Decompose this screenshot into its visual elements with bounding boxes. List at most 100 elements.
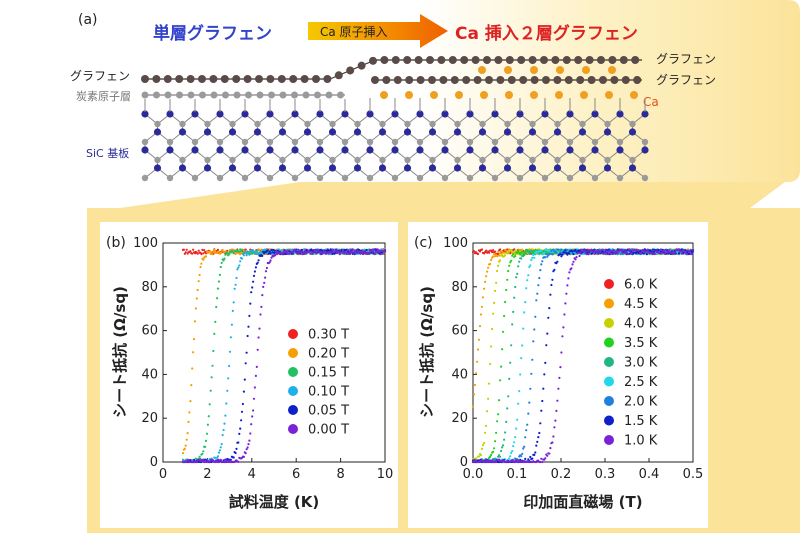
graphene-atom [496, 76, 505, 84]
y-tick-label: 20 [141, 411, 158, 426]
data-point [204, 255, 208, 258]
graphene-atom [391, 56, 400, 64]
si-atom [603, 164, 612, 172]
data-point [538, 431, 541, 435]
data-point [264, 270, 268, 273]
y-tick-label: 80 [451, 280, 468, 295]
graphene-atom [519, 76, 528, 84]
data-point [680, 248, 684, 251]
data-point [197, 280, 200, 283]
data-point [234, 283, 237, 286]
data-point [525, 429, 528, 432]
data-point [347, 249, 350, 252]
data-point [238, 432, 241, 435]
c-atom [629, 120, 636, 128]
data-point [496, 420, 499, 423]
graphene-atom [266, 75, 275, 83]
data-point [255, 365, 258, 368]
si-atom [541, 110, 549, 118]
data-point [496, 269, 499, 273]
data-point [246, 334, 249, 338]
legend-marker [288, 367, 298, 377]
left-graphene-label: グラフェン [70, 69, 130, 83]
chart-b-xlabel: 試料温度 (K) [229, 493, 320, 511]
data-point [329, 248, 332, 251]
chart-b-points [181, 248, 387, 464]
data-point [523, 254, 526, 257]
data-point [535, 299, 538, 302]
data-point [583, 249, 586, 252]
data-point [564, 302, 567, 305]
data-point [480, 447, 484, 450]
c-atom [304, 156, 311, 164]
si-atom [403, 164, 412, 172]
data-point [257, 259, 260, 262]
data-point [662, 249, 666, 252]
data-point [691, 248, 695, 251]
legend-label: 0.10 T [308, 385, 349, 400]
data-point [220, 261, 223, 264]
data-point [497, 264, 500, 267]
graphene-atom [289, 75, 298, 83]
data-point [506, 407, 509, 410]
data-point [543, 373, 546, 376]
data-point [657, 248, 660, 252]
data-point [296, 252, 299, 255]
data-point [216, 458, 220, 461]
data-point [197, 249, 200, 252]
si-atom [516, 110, 524, 118]
buffer-carbon-atom [233, 91, 241, 99]
buffer-carbon-atom [164, 91, 172, 99]
c-atom [291, 174, 299, 182]
data-point [496, 255, 499, 258]
c-atom [454, 156, 461, 164]
si-atom [641, 146, 649, 154]
data-point [261, 294, 264, 297]
data-point [245, 254, 248, 257]
data-point [500, 365, 503, 368]
si-atom [641, 110, 649, 118]
legend-label: 2.0 K [624, 395, 658, 410]
data-point [379, 253, 382, 256]
c-atom [216, 138, 224, 146]
c-atom [316, 138, 324, 146]
data-point [189, 400, 192, 403]
graphene-atom [382, 76, 391, 84]
si-atom [378, 164, 387, 172]
si-atom [266, 110, 274, 118]
legend-label: 0.20 T [308, 347, 349, 362]
x-tick-label: 6 [292, 467, 300, 482]
data-point [507, 269, 510, 273]
data-point [485, 275, 488, 278]
c-atom [504, 120, 511, 128]
data-point [240, 419, 243, 422]
c-atom [191, 138, 199, 146]
si-atom [303, 164, 312, 172]
data-point [244, 248, 247, 251]
data-point [380, 249, 383, 252]
data-point [524, 301, 527, 304]
data-point [350, 251, 353, 254]
c-atom [466, 174, 474, 182]
c-atom [479, 156, 486, 164]
data-point [546, 454, 549, 457]
data-point [251, 286, 254, 289]
data-point [527, 458, 530, 461]
si-atom [378, 128, 387, 136]
data-point [258, 327, 261, 330]
data-point [492, 255, 495, 258]
data-point [498, 458, 501, 461]
data-point [226, 252, 229, 255]
si-atom [603, 128, 612, 136]
data-point [690, 252, 694, 256]
graphene-atom [312, 75, 320, 83]
data-point [234, 451, 237, 455]
c-atom [416, 174, 424, 182]
data-point [514, 436, 517, 439]
si-atom [291, 110, 299, 118]
data-point [216, 455, 220, 458]
data-point [268, 261, 271, 264]
data-point [182, 248, 185, 251]
data-point [501, 446, 504, 449]
c-atom [279, 120, 286, 128]
